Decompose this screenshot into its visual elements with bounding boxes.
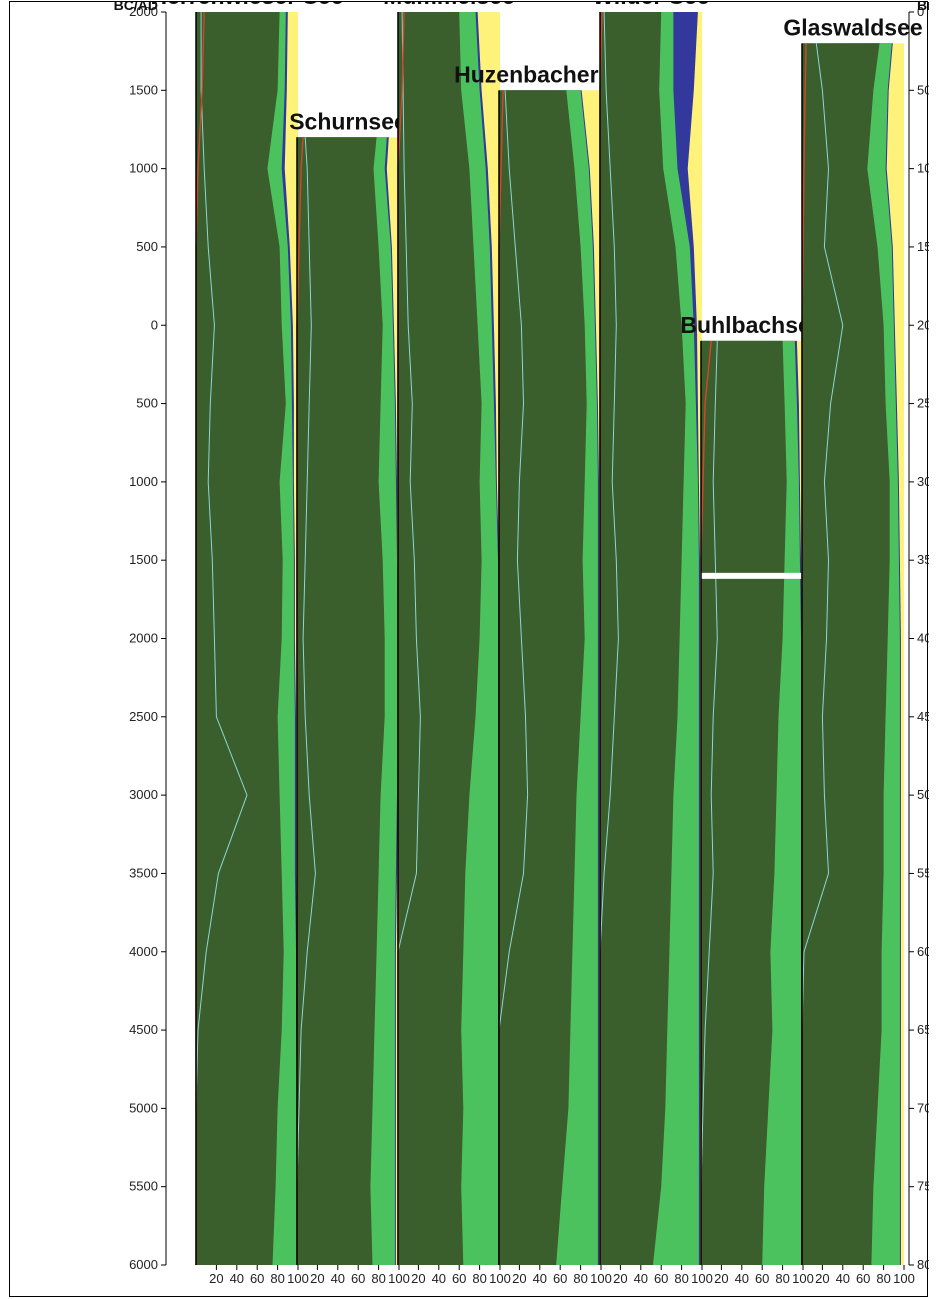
bcad-tick-label: 1500 [129, 82, 158, 97]
bcad-tick-label: 2000 [129, 4, 158, 19]
dark-forest-area [701, 340, 787, 1265]
panel-wilder-see: 20406080100Wilder See [592, 2, 713, 1286]
percent-tick-label: 20 [411, 1271, 425, 1286]
percent-tick-label: 60 [351, 1271, 365, 1286]
bcad-tick-label: 500 [136, 396, 158, 411]
bcad-axis-label: BC/AD [114, 2, 158, 13]
percent-tick-label: 80 [472, 1271, 486, 1286]
site-label: Schurnsee [289, 108, 407, 134]
site-label: Herrenwieser See [150, 2, 343, 9]
bp-tick-label: 3500 [917, 552, 929, 567]
percent-tick-label: 100 [792, 1271, 814, 1286]
bp-tick-label: 4000 [917, 631, 929, 646]
percent-tick-label: 80 [371, 1271, 385, 1286]
panel-mummelsee: 20406080100Mummelsee [383, 2, 515, 1286]
percent-tick-label: 20 [613, 1271, 627, 1286]
percent-tick-label: 100 [388, 1271, 410, 1286]
site-label: Glaswaldsee [783, 14, 922, 40]
bcad-tick-label: 3000 [129, 787, 158, 802]
cyan-curve [700, 340, 718, 1265]
chart-frame: 20406080100Herrenwieser See20406080100Sc… [9, 1, 929, 1297]
percent-tick-label: 60 [250, 1271, 264, 1286]
percent-tick-label: 100 [489, 1271, 511, 1286]
percent-tick-label: 80 [573, 1271, 587, 1286]
cyan-curve [296, 137, 316, 1265]
percent-tick-label: 20 [310, 1271, 324, 1286]
bcad-tick-label: 4500 [129, 1022, 158, 1037]
percent-tick-label: 80 [674, 1271, 688, 1286]
percent-tick-label: 100 [590, 1271, 612, 1286]
time-axes: 0500100015002000250030003500400045005000… [114, 2, 929, 1272]
bp-tick-label: 500 [917, 82, 929, 97]
bp-axis-label: BP [917, 2, 929, 13]
dark-forest-area [802, 43, 890, 1265]
bcad-tick-label: 5000 [129, 1100, 158, 1115]
percent-tick-label: 40 [634, 1271, 648, 1286]
site-label: Mummelsee [383, 2, 515, 9]
bcad-tick-label: 1000 [129, 474, 158, 489]
bp-tick-label: 1000 [917, 161, 929, 176]
dark-forest-area [398, 12, 482, 1265]
percent-tick-label: 60 [654, 1271, 668, 1286]
percent-tick-label: 60 [452, 1271, 466, 1286]
percent-tick-label: 40 [533, 1271, 547, 1286]
dark-forest-area [499, 90, 587, 1265]
bp-tick-label: 2500 [917, 396, 929, 411]
dark-forest-area [297, 137, 385, 1265]
hiatus-gap [701, 572, 803, 579]
bcad-tick-label: 1000 [129, 161, 158, 176]
percent-tick-label: 20 [512, 1271, 526, 1286]
dark-forest-area [196, 12, 286, 1265]
percent-tick-label: 40 [836, 1271, 850, 1286]
bp-tick-label: 8000 [917, 1257, 929, 1272]
bcad-tick-label: 5500 [129, 1179, 158, 1194]
bp-tick-label: 6000 [917, 944, 929, 959]
bp-tick-label: 6500 [917, 1022, 929, 1037]
site-label: Wilder See [592, 2, 709, 9]
dark-forest-area [600, 12, 686, 1265]
percent-tick-label: 80 [876, 1271, 890, 1286]
percent-tick-label: 40 [230, 1271, 244, 1286]
percent-tick-label: 40 [331, 1271, 345, 1286]
percent-tick-label: 60 [856, 1271, 870, 1286]
percent-tick-label: 60 [553, 1271, 567, 1286]
percent-tick-label: 80 [270, 1271, 284, 1286]
percent-tick-label: 20 [815, 1271, 829, 1286]
pollen-diagram: 20406080100Herrenwieser See20406080100Sc… [114, 2, 929, 1286]
bcad-tick-label: 500 [136, 239, 158, 254]
site-label: Buhlbachsee [680, 312, 823, 338]
percent-tick-label: 100 [893, 1271, 915, 1286]
bcad-tick-label: 0 [151, 317, 158, 332]
bcad-tick-label: 4000 [129, 944, 158, 959]
percent-tick-label: 60 [755, 1271, 769, 1286]
bp-tick-label: 7000 [917, 1100, 929, 1115]
bp-tick-label: 2000 [917, 317, 929, 332]
bp-tick-label: 0 [917, 4, 924, 19]
bp-tick-label: 5500 [917, 865, 929, 880]
bp-tick-label: 5000 [917, 787, 929, 802]
bcad-tick-label: 3500 [129, 865, 158, 880]
percent-tick-label: 100 [287, 1271, 309, 1286]
percent-tick-label: 20 [714, 1271, 728, 1286]
bcad-tick-label: 6000 [129, 1257, 158, 1272]
percent-tick-label: 80 [775, 1271, 789, 1286]
percent-tick-label: 40 [432, 1271, 446, 1286]
bp-tick-label: 7500 [917, 1179, 929, 1194]
bcad-tick-label: 1500 [129, 552, 158, 567]
percent-tick-label: 100 [691, 1271, 713, 1286]
bcad-tick-label: 2000 [129, 631, 158, 646]
percent-tick-label: 20 [209, 1271, 223, 1286]
bcad-tick-label: 2500 [129, 709, 158, 724]
bp-tick-label: 3000 [917, 474, 929, 489]
percent-tick-label: 40 [735, 1271, 749, 1286]
cyan-curve [195, 12, 248, 1265]
bp-tick-label: 4500 [917, 709, 929, 724]
bp-tick-label: 1500 [917, 239, 929, 254]
